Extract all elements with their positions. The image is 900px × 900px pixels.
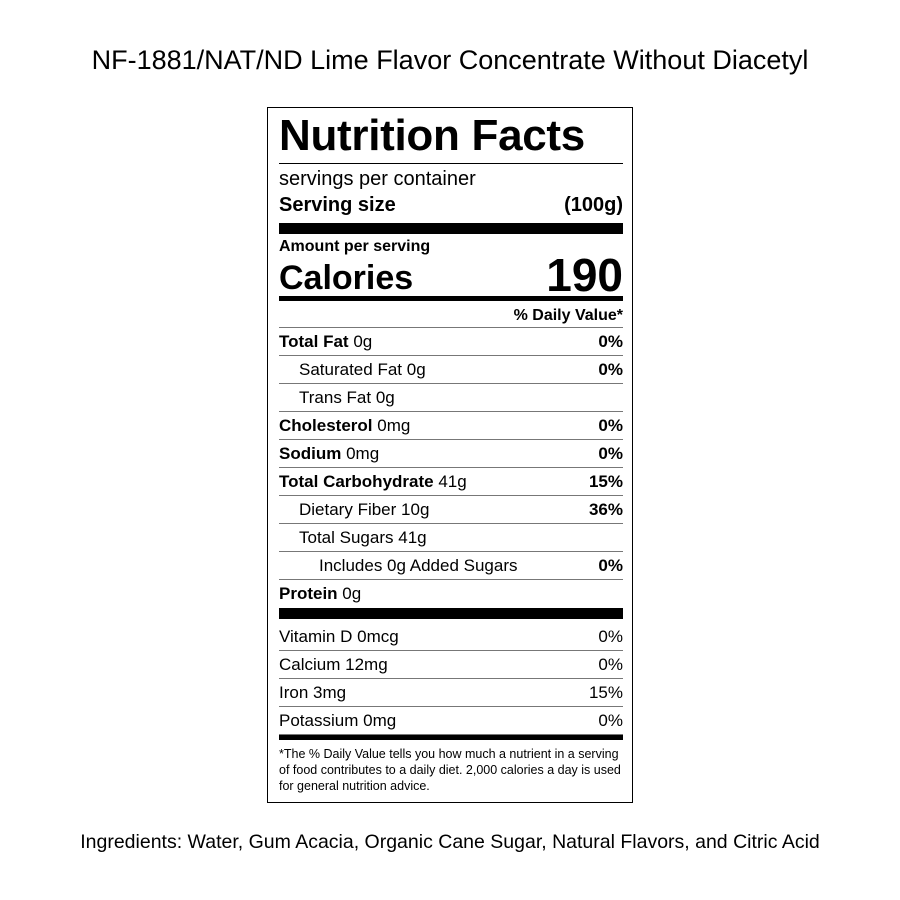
nutrient-row: Total Carbohydrate 41g 15% bbox=[279, 468, 623, 496]
nutrient-name: Vitamin D bbox=[279, 626, 353, 646]
nutrient-row: Calcium 12mg 0% bbox=[279, 651, 623, 679]
nutrient: Total Fat 0g bbox=[279, 332, 372, 352]
nutrient-name: Cholesterol bbox=[279, 415, 373, 435]
divider bbox=[279, 327, 623, 328]
nutrient-name: Dietary Fiber bbox=[299, 499, 397, 519]
nutrient: Includes 0g Added Sugars bbox=[279, 556, 517, 576]
nutrient-row: Saturated Fat 0g 0% bbox=[279, 356, 623, 384]
nutrient: Trans Fat 0g bbox=[279, 388, 395, 408]
nutrient-row: Includes 0g Added Sugars 0% bbox=[279, 552, 623, 580]
nutrient-row: Total Fat 0g 0% bbox=[279, 328, 623, 356]
nutrient-amount: 0mg bbox=[377, 415, 411, 435]
ingredients: Ingredients: Water, Gum Acacia, Organic … bbox=[80, 831, 820, 853]
nutrient: Potassium 0mg bbox=[279, 711, 396, 731]
nutrient-row: Sodium 0mg 0% bbox=[279, 440, 623, 468]
nutrient: Sodium 0mg bbox=[279, 444, 379, 464]
nutrient-row: Vitamin D 0mcg 0% bbox=[279, 623, 623, 651]
thick-bar bbox=[279, 223, 623, 234]
nutrient-row: Dietary Fiber 10g 36% bbox=[279, 496, 623, 524]
nutrient-amount: 10g bbox=[401, 499, 430, 519]
daily-value: 0% bbox=[598, 654, 623, 674]
nutrient-name: Total Fat bbox=[279, 331, 349, 351]
daily-value: 15% bbox=[588, 682, 623, 702]
nutrient-name: Total Sugars bbox=[299, 527, 394, 547]
nutrient-row: Cholesterol 0mg 0% bbox=[279, 412, 623, 440]
nutrient-amount: 41g bbox=[438, 471, 467, 491]
product-title: NF-1881/NAT/ND Lime Flavor Concentrate W… bbox=[91, 45, 809, 75]
nutrient-row: Total Sugars 41g bbox=[279, 524, 623, 552]
daily-value: 0% bbox=[598, 359, 623, 379]
daily-value: 0% bbox=[598, 331, 623, 351]
calories-row: Calories 190 bbox=[279, 249, 623, 301]
nutrient: Saturated Fat 0g bbox=[279, 360, 426, 380]
daily-value: 36% bbox=[588, 499, 623, 519]
nutrient-amount: 0mg bbox=[346, 443, 380, 463]
label-heading: Nutrition Facts bbox=[279, 111, 585, 160]
nutrient-amount: 0g bbox=[375, 387, 395, 407]
daily-value: 0% bbox=[598, 710, 623, 730]
nutrient-name: Includes 0g Added Sugars bbox=[319, 555, 518, 575]
thick-bar bbox=[279, 608, 623, 619]
daily-value: 15% bbox=[588, 471, 623, 491]
calories-label: Calories bbox=[279, 258, 414, 297]
medium-bar bbox=[279, 296, 623, 301]
nutrient: Cholesterol 0mg bbox=[279, 416, 410, 436]
nutrient-name: Total Carbohydrate bbox=[279, 471, 434, 491]
footnote: *The % Daily Value tells you how much a … bbox=[279, 747, 621, 793]
nutrient-amount: 0mcg bbox=[357, 626, 399, 646]
serving-size: (100g) bbox=[564, 194, 623, 216]
nutrient-row: Protein 0g bbox=[279, 580, 623, 607]
nutrient-name: Potassium bbox=[279, 710, 359, 730]
daily-value: 0% bbox=[598, 443, 623, 463]
nutrient: Total Carbohydrate 41g bbox=[279, 472, 467, 492]
nutrition-label: Nutrition Facts servings per container S… bbox=[267, 107, 633, 803]
nutrient: Total Sugars 41g bbox=[279, 528, 427, 548]
nutrient-amount: 3mg bbox=[313, 682, 347, 702]
nutrient-name: Trans Fat bbox=[299, 387, 372, 407]
nutrient-name: Sodium bbox=[279, 443, 342, 463]
divider bbox=[279, 163, 623, 164]
nutrient-name: Protein bbox=[279, 583, 338, 603]
daily-value: 0% bbox=[598, 415, 623, 435]
nutrient-name: Iron bbox=[279, 682, 309, 702]
nutrient-amount: 12mg bbox=[345, 654, 388, 674]
medium-bar bbox=[279, 735, 623, 740]
nutrient: Protein 0g bbox=[279, 584, 361, 604]
serving-size-label: Serving size bbox=[279, 194, 396, 216]
nutrient: Vitamin D 0mcg bbox=[279, 627, 399, 647]
nutrient-amount: 0mg bbox=[363, 710, 397, 730]
serving-size-row: Serving size (100g) bbox=[279, 193, 623, 217]
daily-value-header: % Daily Value* bbox=[513, 307, 623, 324]
daily-value: 0% bbox=[598, 626, 623, 646]
nutrient: Iron 3mg bbox=[279, 683, 346, 703]
nutrient-name: Saturated Fat bbox=[299, 359, 403, 379]
nutrient-amount: 41g bbox=[398, 527, 427, 547]
nutrient-amount: 0g bbox=[342, 583, 362, 603]
servings: servings per container bbox=[279, 168, 476, 190]
calories-value: 190 bbox=[546, 249, 623, 301]
nutrient: Dietary Fiber 10g bbox=[279, 500, 429, 520]
nutrient-row: Potassium 0mg 0% bbox=[279, 707, 623, 735]
nutrient-amount: 0g bbox=[406, 359, 426, 379]
nutrient-row: Iron 3mg 15% bbox=[279, 679, 623, 707]
nutrient-amount: 0g bbox=[353, 331, 373, 351]
nutrient-row: Trans Fat 0g bbox=[279, 384, 623, 412]
amount-per-serving: Amount per serving bbox=[279, 238, 431, 255]
daily-value: 0% bbox=[598, 555, 623, 575]
nutrient: Calcium 12mg bbox=[279, 655, 388, 675]
nutrient-name: Calcium bbox=[279, 654, 341, 674]
